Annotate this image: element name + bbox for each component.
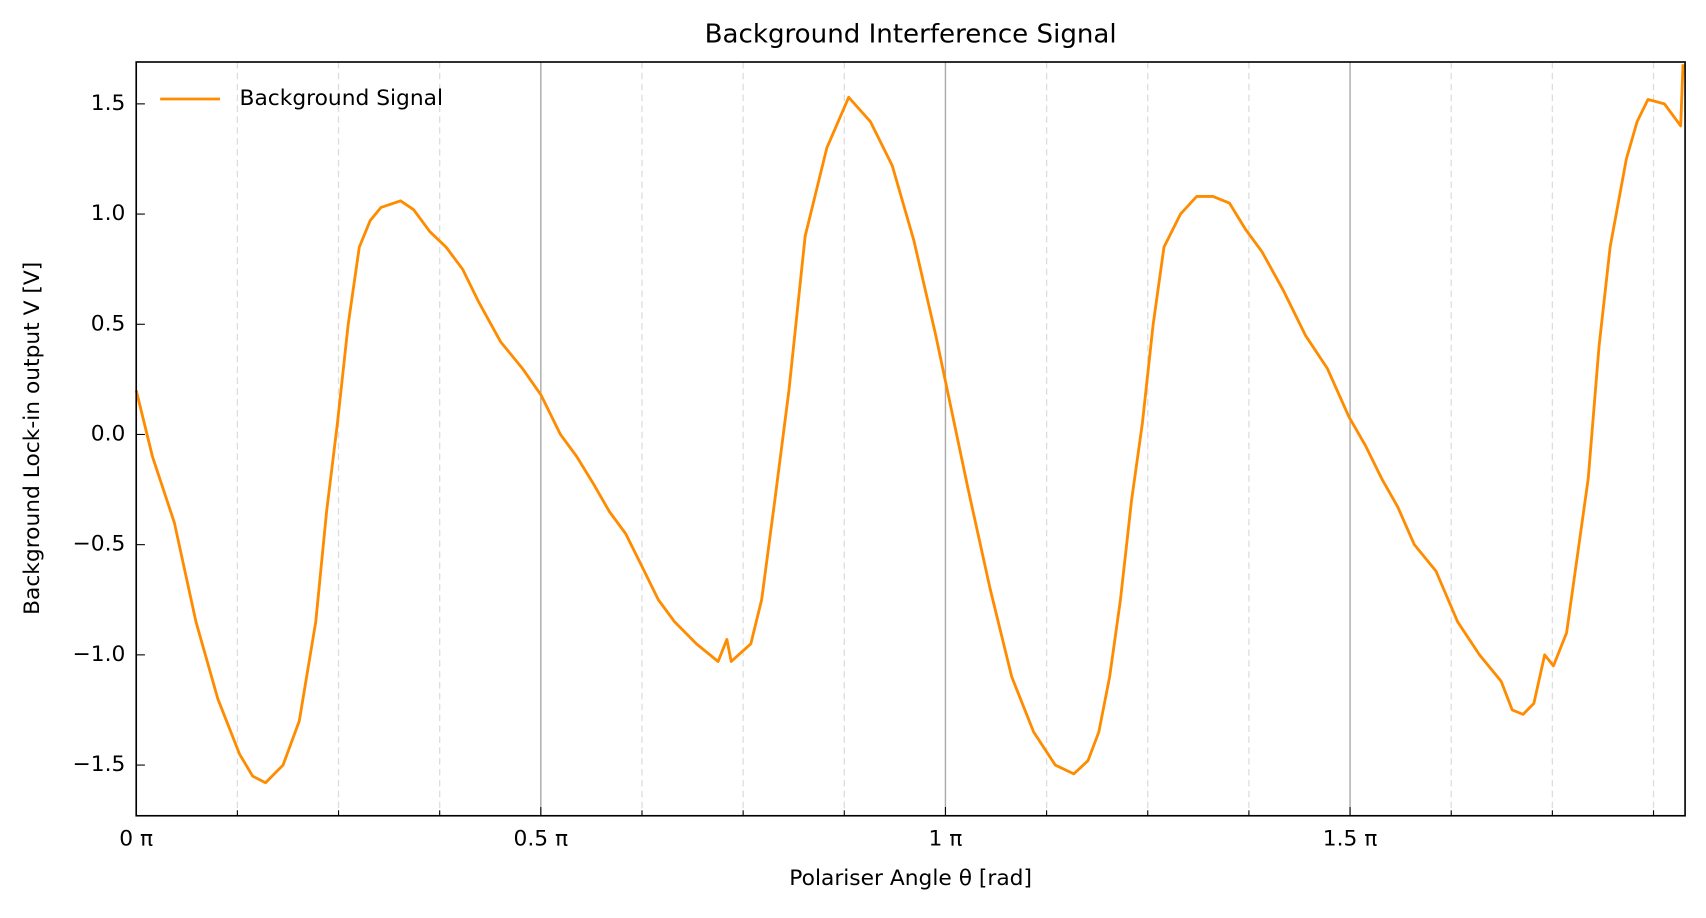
data-line	[134, 64, 1685, 785]
plot-frame	[135, 61, 1686, 817]
y-tick-label: −1.0	[73, 642, 126, 667]
x-tick-label: 0 π	[119, 827, 153, 852]
y-tick-label: 0.5	[91, 311, 126, 336]
x-tick-label: 0.5 π	[514, 827, 569, 852]
y-tick-label: −1.5	[73, 752, 126, 777]
legend-label: Background Signal	[240, 86, 443, 111]
x-tick-label: 1 π	[929, 827, 963, 852]
x-tick-label: 1.5 π	[1323, 827, 1378, 852]
y-tick-label: 0.0	[91, 421, 126, 446]
chart-title: Background Interference Signal	[705, 19, 1117, 49]
y-tick-label: −0.5	[73, 532, 126, 557]
x-axis-label: Polariser Angle θ [rad]	[789, 866, 1032, 891]
y-tick-label: 1.0	[91, 201, 126, 226]
y-axis-label: Background Lock-in output V [V]	[20, 262, 45, 615]
y-tick-label: 1.5	[91, 91, 126, 116]
